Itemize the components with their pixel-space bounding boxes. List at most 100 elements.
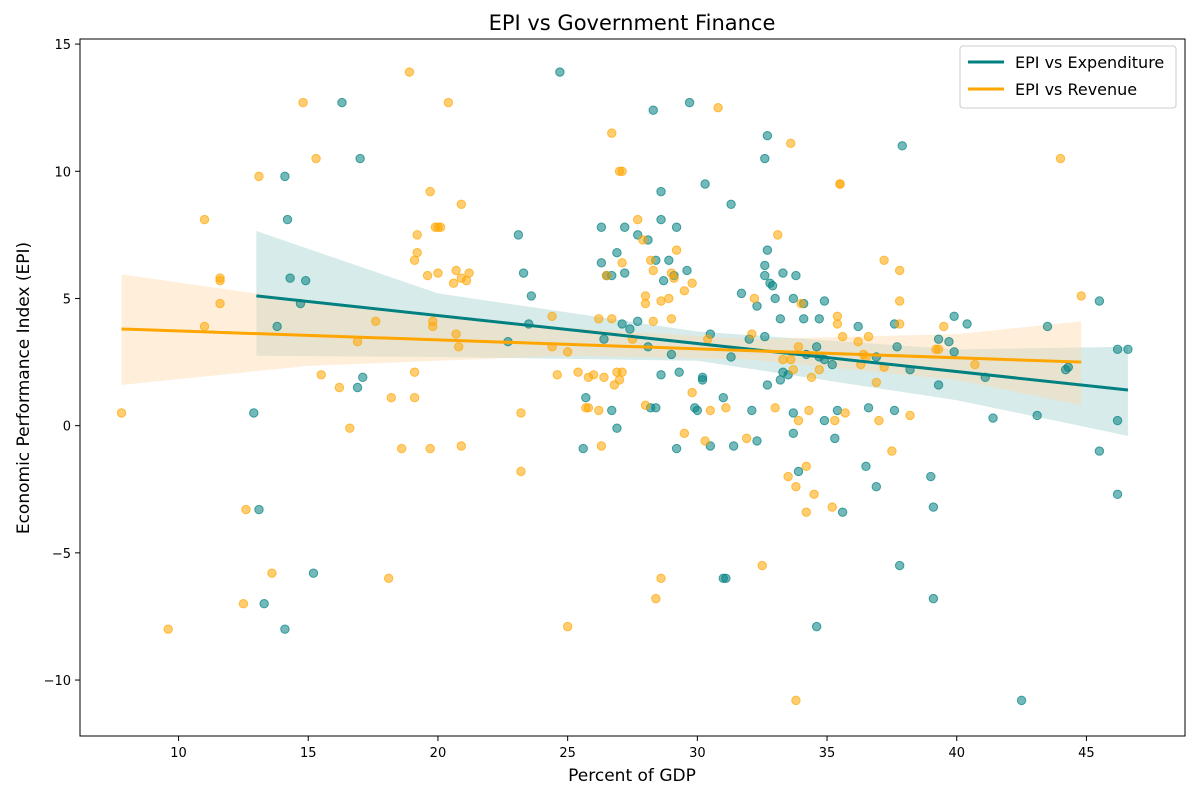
scatter-point-revenue [163,624,173,634]
scatter-point-revenue [666,314,677,324]
scatter-point-expenditure [518,268,529,278]
scatter-point-expenditure [300,275,311,286]
scatter-point-revenue [648,265,658,276]
y-tick-label: −5 [52,547,71,562]
scatter-point-revenue [887,446,897,456]
scatter-point-expenditure [726,352,736,362]
scatter-point-revenue [409,255,420,266]
scatter-point-expenditure [926,471,936,482]
scatter-point-expenditure [578,443,588,454]
scatter-point-revenue [687,278,697,288]
scatter-point-expenditure [513,230,524,240]
scatter-point-revenue [905,410,915,421]
scatter-point-expenditure [282,214,293,225]
scatter-point-revenue [894,265,905,276]
scatter-point-expenditure [811,621,822,632]
y-tick-label: −10 [44,674,71,689]
scatter-point-revenue [547,311,557,321]
x-tick-label: 40 [948,746,965,761]
scatter-point-expenditure [928,502,939,512]
x-tick-label: 10 [170,746,187,761]
legend-box [959,45,1177,109]
scatter-point-expenditure [1063,362,1073,372]
scatter-point-revenue [298,97,308,108]
legend-label-expenditure: EPI vs Expenditure [1015,53,1164,72]
scatter-point-expenditure [788,428,799,438]
scatter-point-revenue [894,319,905,329]
scatter-point-revenue [1076,291,1086,301]
scatter-point-revenue [583,372,594,383]
scatter-point-expenditure [664,255,674,266]
scatter-point-revenue [215,275,225,286]
scatter-point-revenue [933,344,944,355]
scatter-point-expenditure [871,482,882,492]
scatter-point-expenditure [827,359,837,370]
scatter-point-revenue [814,364,824,375]
scatter-point-revenue [804,405,814,416]
scatter-point-expenditure [358,372,368,383]
scatter-point-revenue [837,331,848,342]
scatter-point-revenue [451,265,461,276]
scatter-point-expenditure [620,222,630,232]
scatter-point-revenue [749,293,760,304]
scatter-point-expenditure [760,153,770,164]
scatter-point-expenditure [249,408,259,418]
scatter-point-revenue [806,372,817,383]
scatter-point-revenue [679,428,690,438]
scatter-point-expenditure [656,370,666,380]
scatter-point-expenditure [658,275,669,286]
y-tick-label: 10 [54,165,71,180]
scatter-point-expenditure [625,324,635,334]
scatter-point-revenue [801,507,811,517]
scatter-point-revenue [793,415,804,426]
x-tick-label: 35 [819,746,836,761]
scatter-point-expenditure [612,423,622,433]
scatter-point-revenue [451,329,461,339]
scatter-point-expenditure [933,380,944,390]
scatter-point-revenue [594,314,604,324]
scatter-point-revenue [562,347,573,357]
scatter-point-revenue [648,316,658,327]
scatter-point-expenditure [1123,344,1133,355]
scatter-point-expenditure [830,433,840,444]
scatter-point-expenditure [933,334,944,344]
scatter-point-revenue [617,367,627,377]
scatter-point-revenue [396,443,407,454]
scatter-point-expenditure [897,141,907,151]
scatter-point-expenditure [798,314,809,324]
scatter-point-revenue [562,621,573,632]
scatter-point-revenue [705,405,716,416]
regression-line-expenditure [256,294,1129,392]
scatter-point-expenditure [762,380,773,390]
scatter-point-revenue [703,334,713,344]
scatter-point-revenue [871,377,882,388]
scatter-point-revenue [425,443,435,454]
scatter-point-revenue [617,258,627,268]
scatter-point-expenditure [656,214,666,225]
scatter-point-expenditure [762,245,773,255]
scatter-point-revenue [617,166,627,176]
scatter-point-revenue [640,298,651,309]
scatter-point-revenue [199,321,210,332]
scatter-point-expenditure [863,403,874,413]
scatter-point-revenue [651,593,661,604]
scatter-point-expenditure [747,405,757,416]
scatter-point-expenditure [736,288,747,299]
scatter-point-revenue [679,286,690,296]
scatter-point-expenditure [632,316,643,327]
scatter-point-revenue [669,273,679,283]
scatter-point-revenue [853,337,863,347]
scatter-point-expenditure [861,461,871,472]
scatter-point-expenditure [760,260,770,271]
scatter-point-expenditure [752,301,762,311]
scatter-point-revenue [238,599,249,609]
scatter-point-revenue [863,331,874,342]
scatter-point-revenue [700,436,710,446]
scatter-point-revenue [638,235,648,245]
scatter-point-revenue [879,255,889,266]
y-tick-label: 0 [63,420,71,435]
scatter-point-revenue [632,214,643,225]
scatter-point-expenditure [892,342,902,352]
scatter-point-revenue [791,482,801,492]
scatter-point-expenditure [721,573,731,583]
